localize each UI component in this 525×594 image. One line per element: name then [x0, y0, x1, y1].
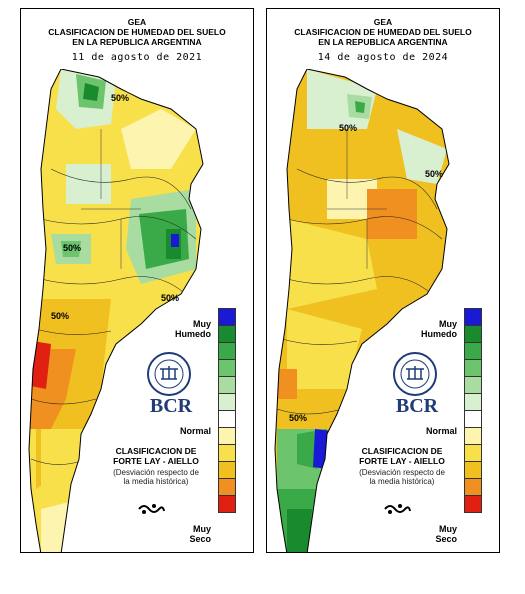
- legend-swatch: [464, 495, 482, 513]
- gea-logo-icon: [138, 504, 165, 514]
- contour-label: 50%: [63, 243, 81, 253]
- method-title-line2: FORTE LAY - AIELLO: [113, 456, 199, 466]
- method-title-line1: CLASIFICACION DE: [361, 446, 443, 456]
- legend-dry-line2: Seco: [189, 534, 211, 544]
- contour-label: 50%: [161, 293, 179, 303]
- method-note-line2: la media histórica): [369, 477, 435, 486]
- legend-wet-line1: Muy: [439, 319, 457, 329]
- legend-dry-line1: Muy: [439, 524, 457, 534]
- legend-scale: [464, 308, 484, 513]
- legend-swatch: [218, 393, 236, 411]
- org-label: GEA: [373, 17, 393, 27]
- method-title-line2: FORTE LAY - AIELLO: [359, 456, 445, 466]
- legend-swatch: [464, 342, 482, 360]
- map-title: CLASIFICACION DE HUMEDAD DEL SUELO: [294, 27, 472, 37]
- legend-swatch: [464, 393, 482, 411]
- method-note-line1: (Desviación respecto de: [359, 468, 445, 477]
- contour-label: 50%: [51, 311, 69, 321]
- legend-swatch: [218, 342, 236, 360]
- legend-swatch: [464, 359, 482, 377]
- method-note-line1: (Desviación respecto de: [113, 468, 199, 477]
- legend-normal-label: Normal: [425, 426, 457, 436]
- map-subtitle: EN LA REPUBLICA ARGENTINA: [72, 37, 202, 47]
- legend-swatch: [464, 427, 482, 445]
- legend-swatch: [218, 359, 236, 377]
- map-date: 14 de agosto de 2024: [317, 52, 449, 63]
- map-subtitle: EN LA REPUBLICA ARGENTINA: [318, 37, 448, 47]
- contour-label: 50%: [339, 123, 357, 133]
- legend-swatch: [218, 308, 236, 326]
- legend-swatch: [218, 325, 236, 343]
- legend-dry-label: Muy Seco: [435, 524, 457, 544]
- legend-swatch: [464, 325, 482, 343]
- legend-swatch: [218, 427, 236, 445]
- legend-dry-line2: Seco: [435, 534, 457, 544]
- gea-logo-icon: [384, 504, 411, 514]
- contour-label: 50%: [425, 169, 443, 179]
- contour-label: 50%: [111, 93, 129, 103]
- argentina-moisture-map-2021: 50% 50% 50% 50%: [28, 69, 204, 552]
- method-note-line2: la media histórica): [123, 477, 189, 486]
- method-title-line1: CLASIFICACION DE: [115, 446, 197, 456]
- legend-dry-label: Muy Seco: [189, 524, 211, 544]
- map-title: CLASIFICACION DE HUMEDAD DEL SUELO: [48, 27, 226, 37]
- legend-wet-line2: Humedo: [175, 329, 211, 339]
- legend-normal-label: Normal: [179, 426, 211, 436]
- bolsa-comercio-seal-icon: [393, 352, 437, 396]
- bcr-logo: BCR: [149, 395, 193, 417]
- map-panel-2021: GEA CLASIFICACION DE HUMEDAD DEL SUELO E…: [20, 8, 254, 553]
- legend-scale: [218, 308, 238, 513]
- legend-wet-line2: Humedo: [421, 329, 457, 339]
- legend-wet-line1: Muy: [193, 319, 211, 329]
- bcr-logo: BCR: [395, 395, 439, 417]
- legend-wet-label: Muy Humedo: [421, 319, 457, 339]
- legend-swatch: [218, 495, 236, 513]
- legend-swatch: [464, 376, 482, 394]
- map-panel-2024: GEA CLASIFICACION DE HUMEDAD DEL SUELO E…: [266, 8, 500, 553]
- map-date: 11 de agosto de 2021: [71, 52, 203, 63]
- legend-swatch: [464, 410, 482, 428]
- legend-swatch: [464, 308, 482, 326]
- legend-swatch: [218, 376, 236, 394]
- legend-swatch: [218, 410, 236, 428]
- contour-label: 50%: [289, 413, 307, 423]
- legend-wet-label: Muy Humedo: [175, 319, 211, 339]
- argentina-moisture-map-2024: 50% 50% 50%: [274, 69, 450, 552]
- bolsa-comercio-seal-icon: [147, 352, 191, 396]
- org-label: GEA: [127, 17, 147, 27]
- legend-dry-line1: Muy: [193, 524, 211, 534]
